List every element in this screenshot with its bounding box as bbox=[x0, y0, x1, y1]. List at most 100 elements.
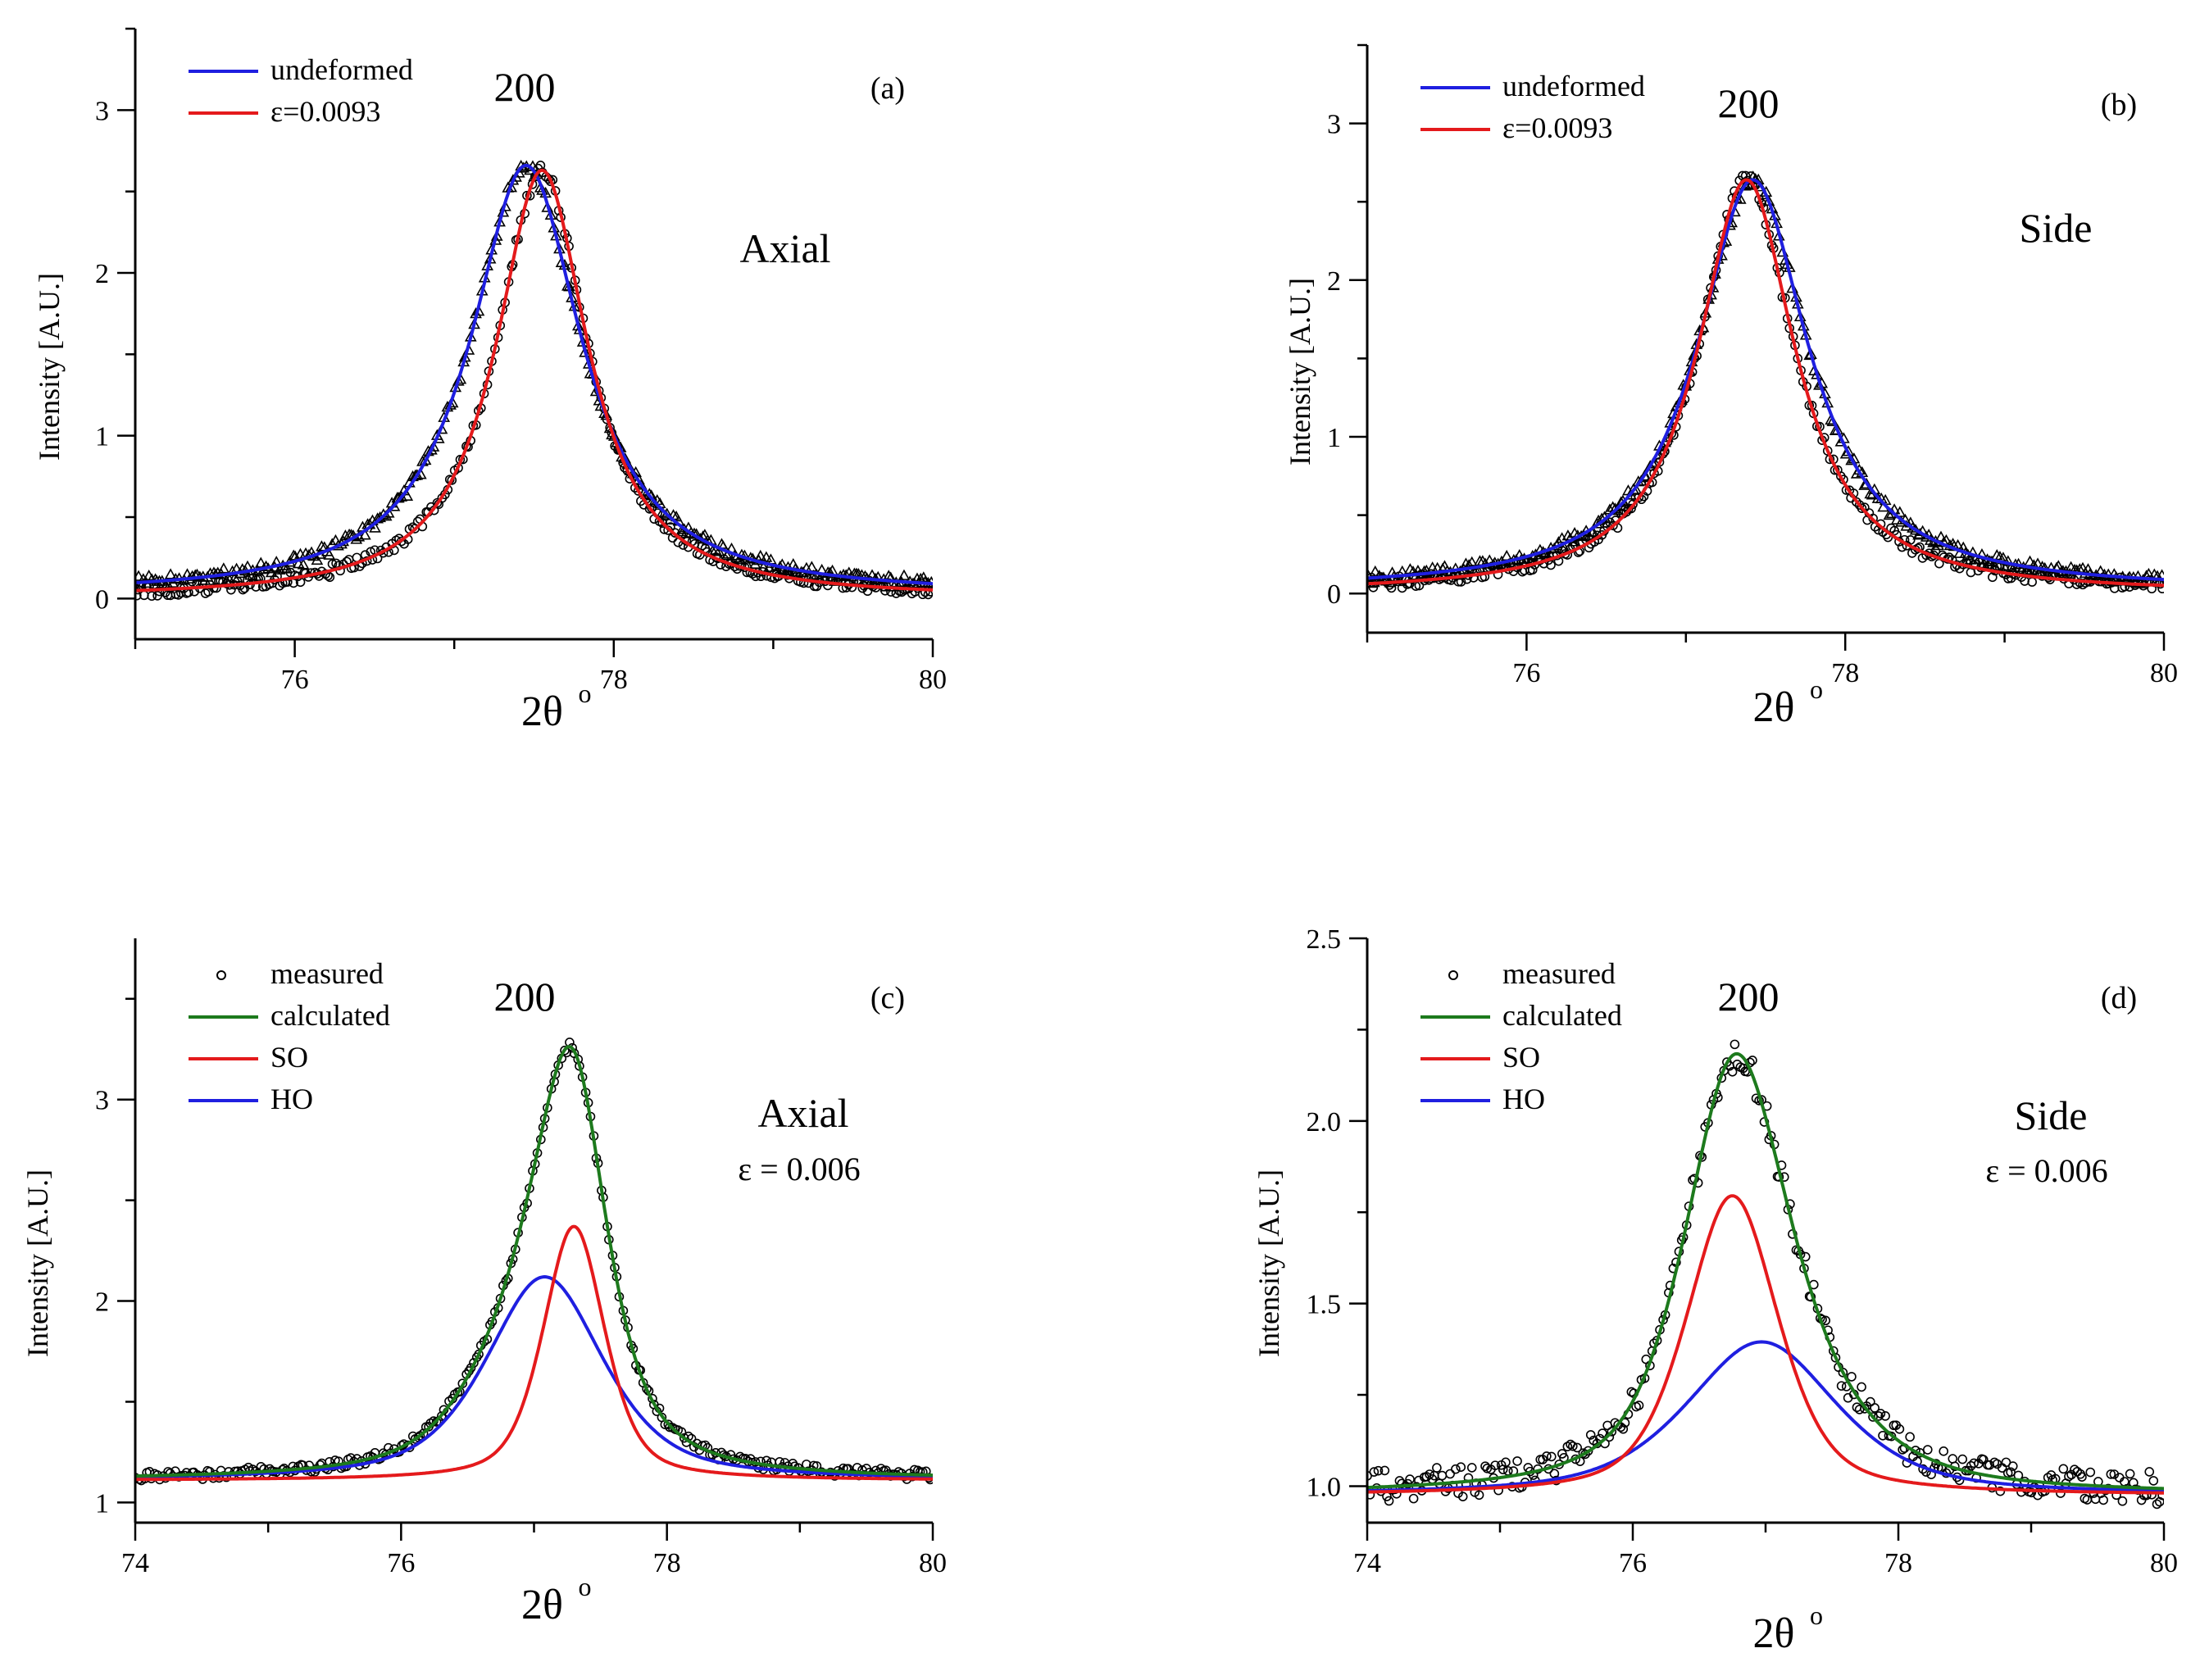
legend-label-0: undeformed bbox=[1502, 70, 1645, 102]
x-tick-label: 74 bbox=[121, 1548, 149, 1578]
data-point-undeformed bbox=[226, 565, 239, 577]
measured-point bbox=[1995, 1486, 2006, 1496]
calculated-line bbox=[1367, 1051, 2164, 1491]
y-tick-label: 3 bbox=[95, 96, 109, 126]
data-point-ε=0.0093 bbox=[432, 497, 443, 508]
data-point-undeformed bbox=[369, 521, 381, 533]
x-tick-label: 80 bbox=[2150, 1548, 2178, 1578]
x-tick-label: 76 bbox=[1619, 1548, 1647, 1578]
y-tick-label: 2 bbox=[95, 259, 109, 289]
measured-point bbox=[1373, 1465, 1384, 1476]
plot-area bbox=[135, 159, 933, 602]
direction-label: Axial bbox=[739, 225, 830, 271]
measured-point bbox=[1490, 1460, 1500, 1470]
measured-point bbox=[1847, 1372, 1857, 1382]
panel-a: 76 78 80 0 1 2 3 Intensity [A.U.] 2θ o 200 (a) Axial… bbox=[33, 27, 947, 735]
legend-marker-0 bbox=[216, 970, 226, 980]
measured-point bbox=[1432, 1463, 1442, 1473]
measured-point bbox=[1922, 1445, 1933, 1455]
data-point-undeformed bbox=[311, 553, 324, 565]
data-point-ε=0.0093 bbox=[152, 591, 162, 601]
plot-area bbox=[1367, 1039, 2164, 1510]
fit-line-undeformed bbox=[1367, 178, 2164, 582]
x-tick-label: 76 bbox=[1512, 658, 1540, 688]
data-point-ε=0.0093 bbox=[1905, 535, 1916, 545]
measured-point bbox=[1730, 1039, 1740, 1050]
measured-point bbox=[1748, 1056, 1757, 1065]
measured-point bbox=[1567, 1441, 1578, 1451]
data-point-ε=0.0093 bbox=[857, 583, 868, 593]
data-point-undeformed bbox=[164, 568, 177, 579]
SO-line bbox=[135, 1224, 933, 1482]
panel-tag: (a) bbox=[870, 71, 905, 106]
legend-marker-0 bbox=[1448, 970, 1458, 980]
SO-line bbox=[1367, 1194, 2164, 1495]
HO-line bbox=[1367, 1340, 2164, 1493]
x-tick-label: 74 bbox=[1353, 1548, 1381, 1578]
data-point-undeformed bbox=[217, 562, 230, 574]
measured-point bbox=[1405, 1474, 1415, 1484]
legend-label-1: calculated bbox=[270, 999, 390, 1032]
direction-label: Axial bbox=[757, 1090, 848, 1136]
data-point-undeformed bbox=[898, 569, 911, 580]
x-axis-label: 2θ bbox=[521, 688, 563, 735]
panel-tag: (d) bbox=[2101, 981, 2137, 1015]
measured-point bbox=[418, 1428, 429, 1438]
y-tick-label: 3 bbox=[95, 1086, 109, 1116]
y-tick-label: 0 bbox=[95, 584, 109, 615]
HO-line bbox=[135, 1274, 933, 1479]
measured-point bbox=[1875, 1409, 1886, 1419]
fit-line-strained bbox=[1367, 178, 2164, 588]
x-tick-label: 80 bbox=[919, 1548, 947, 1578]
measured-point bbox=[1583, 1446, 1593, 1456]
data-point-undeformed bbox=[1772, 229, 1785, 241]
peak-label: 200 bbox=[1718, 974, 1780, 1019]
measured-point bbox=[1451, 1464, 1461, 1474]
measured-point bbox=[1866, 1396, 1875, 1407]
legend-label-1: ε=0.0093 bbox=[270, 95, 380, 128]
y-tick-label: 2 bbox=[1327, 266, 1341, 297]
data-point-undeformed bbox=[763, 561, 775, 572]
x-tick-label: 78 bbox=[653, 1548, 681, 1578]
x-axis-label-superscript: o bbox=[579, 679, 592, 708]
x-tick-label: 80 bbox=[919, 665, 947, 695]
legend-label-2: SO bbox=[1502, 1041, 1540, 1074]
data-point-undeformed bbox=[1883, 508, 1896, 520]
data-point-ε=0.0093 bbox=[925, 587, 933, 597]
y-tick-label: 2 bbox=[95, 1287, 109, 1318]
y-tick-label: 3 bbox=[1327, 110, 1341, 140]
measured-point bbox=[1607, 1427, 1617, 1437]
measured-point bbox=[1380, 1465, 1390, 1476]
legend-label-2: SO bbox=[270, 1041, 308, 1074]
x-tick-label: 76 bbox=[387, 1548, 415, 1578]
measured-point bbox=[1838, 1368, 1848, 1378]
measured-point bbox=[2077, 1472, 2087, 1482]
y-tick-label: 1.0 bbox=[1307, 1472, 1342, 1502]
data-point-ε=0.0093 bbox=[331, 558, 341, 569]
direction-label: Side bbox=[2015, 1092, 2088, 1138]
measured-point bbox=[1894, 1424, 1905, 1434]
measured-point bbox=[2006, 1467, 2016, 1478]
measured-point bbox=[1957, 1454, 1968, 1464]
data-point-ε=0.0093 bbox=[633, 486, 643, 496]
measured-point bbox=[1369, 1467, 1380, 1477]
y-axis-label: Intensity [A.U.] bbox=[1252, 1169, 1285, 1357]
measured-point bbox=[1512, 1456, 1522, 1466]
y-axis-label: Intensity [A.U.] bbox=[1284, 278, 1316, 465]
data-point-ε=0.0093 bbox=[1852, 497, 1861, 507]
x-axis-label-superscript: o bbox=[579, 1572, 592, 1601]
calculated-line bbox=[135, 1045, 933, 1478]
measured-point bbox=[2125, 1469, 2135, 1479]
measured-point bbox=[1482, 1464, 1493, 1473]
data-point-ε=0.0093 bbox=[1405, 579, 1415, 588]
measured-point bbox=[2007, 1461, 2018, 1471]
x-tick-label: 78 bbox=[1831, 658, 1859, 688]
data-point-ε=0.0093 bbox=[1605, 517, 1615, 528]
x-axis-label-superscript: o bbox=[1810, 1601, 1823, 1630]
panel-tag: (c) bbox=[870, 981, 905, 1015]
data-point-ε=0.0093 bbox=[847, 582, 857, 593]
measured-point bbox=[1727, 1067, 1738, 1077]
measured-point bbox=[474, 1349, 484, 1360]
measured-point bbox=[1618, 1423, 1629, 1434]
y-tick-label: 1 bbox=[95, 1488, 109, 1519]
